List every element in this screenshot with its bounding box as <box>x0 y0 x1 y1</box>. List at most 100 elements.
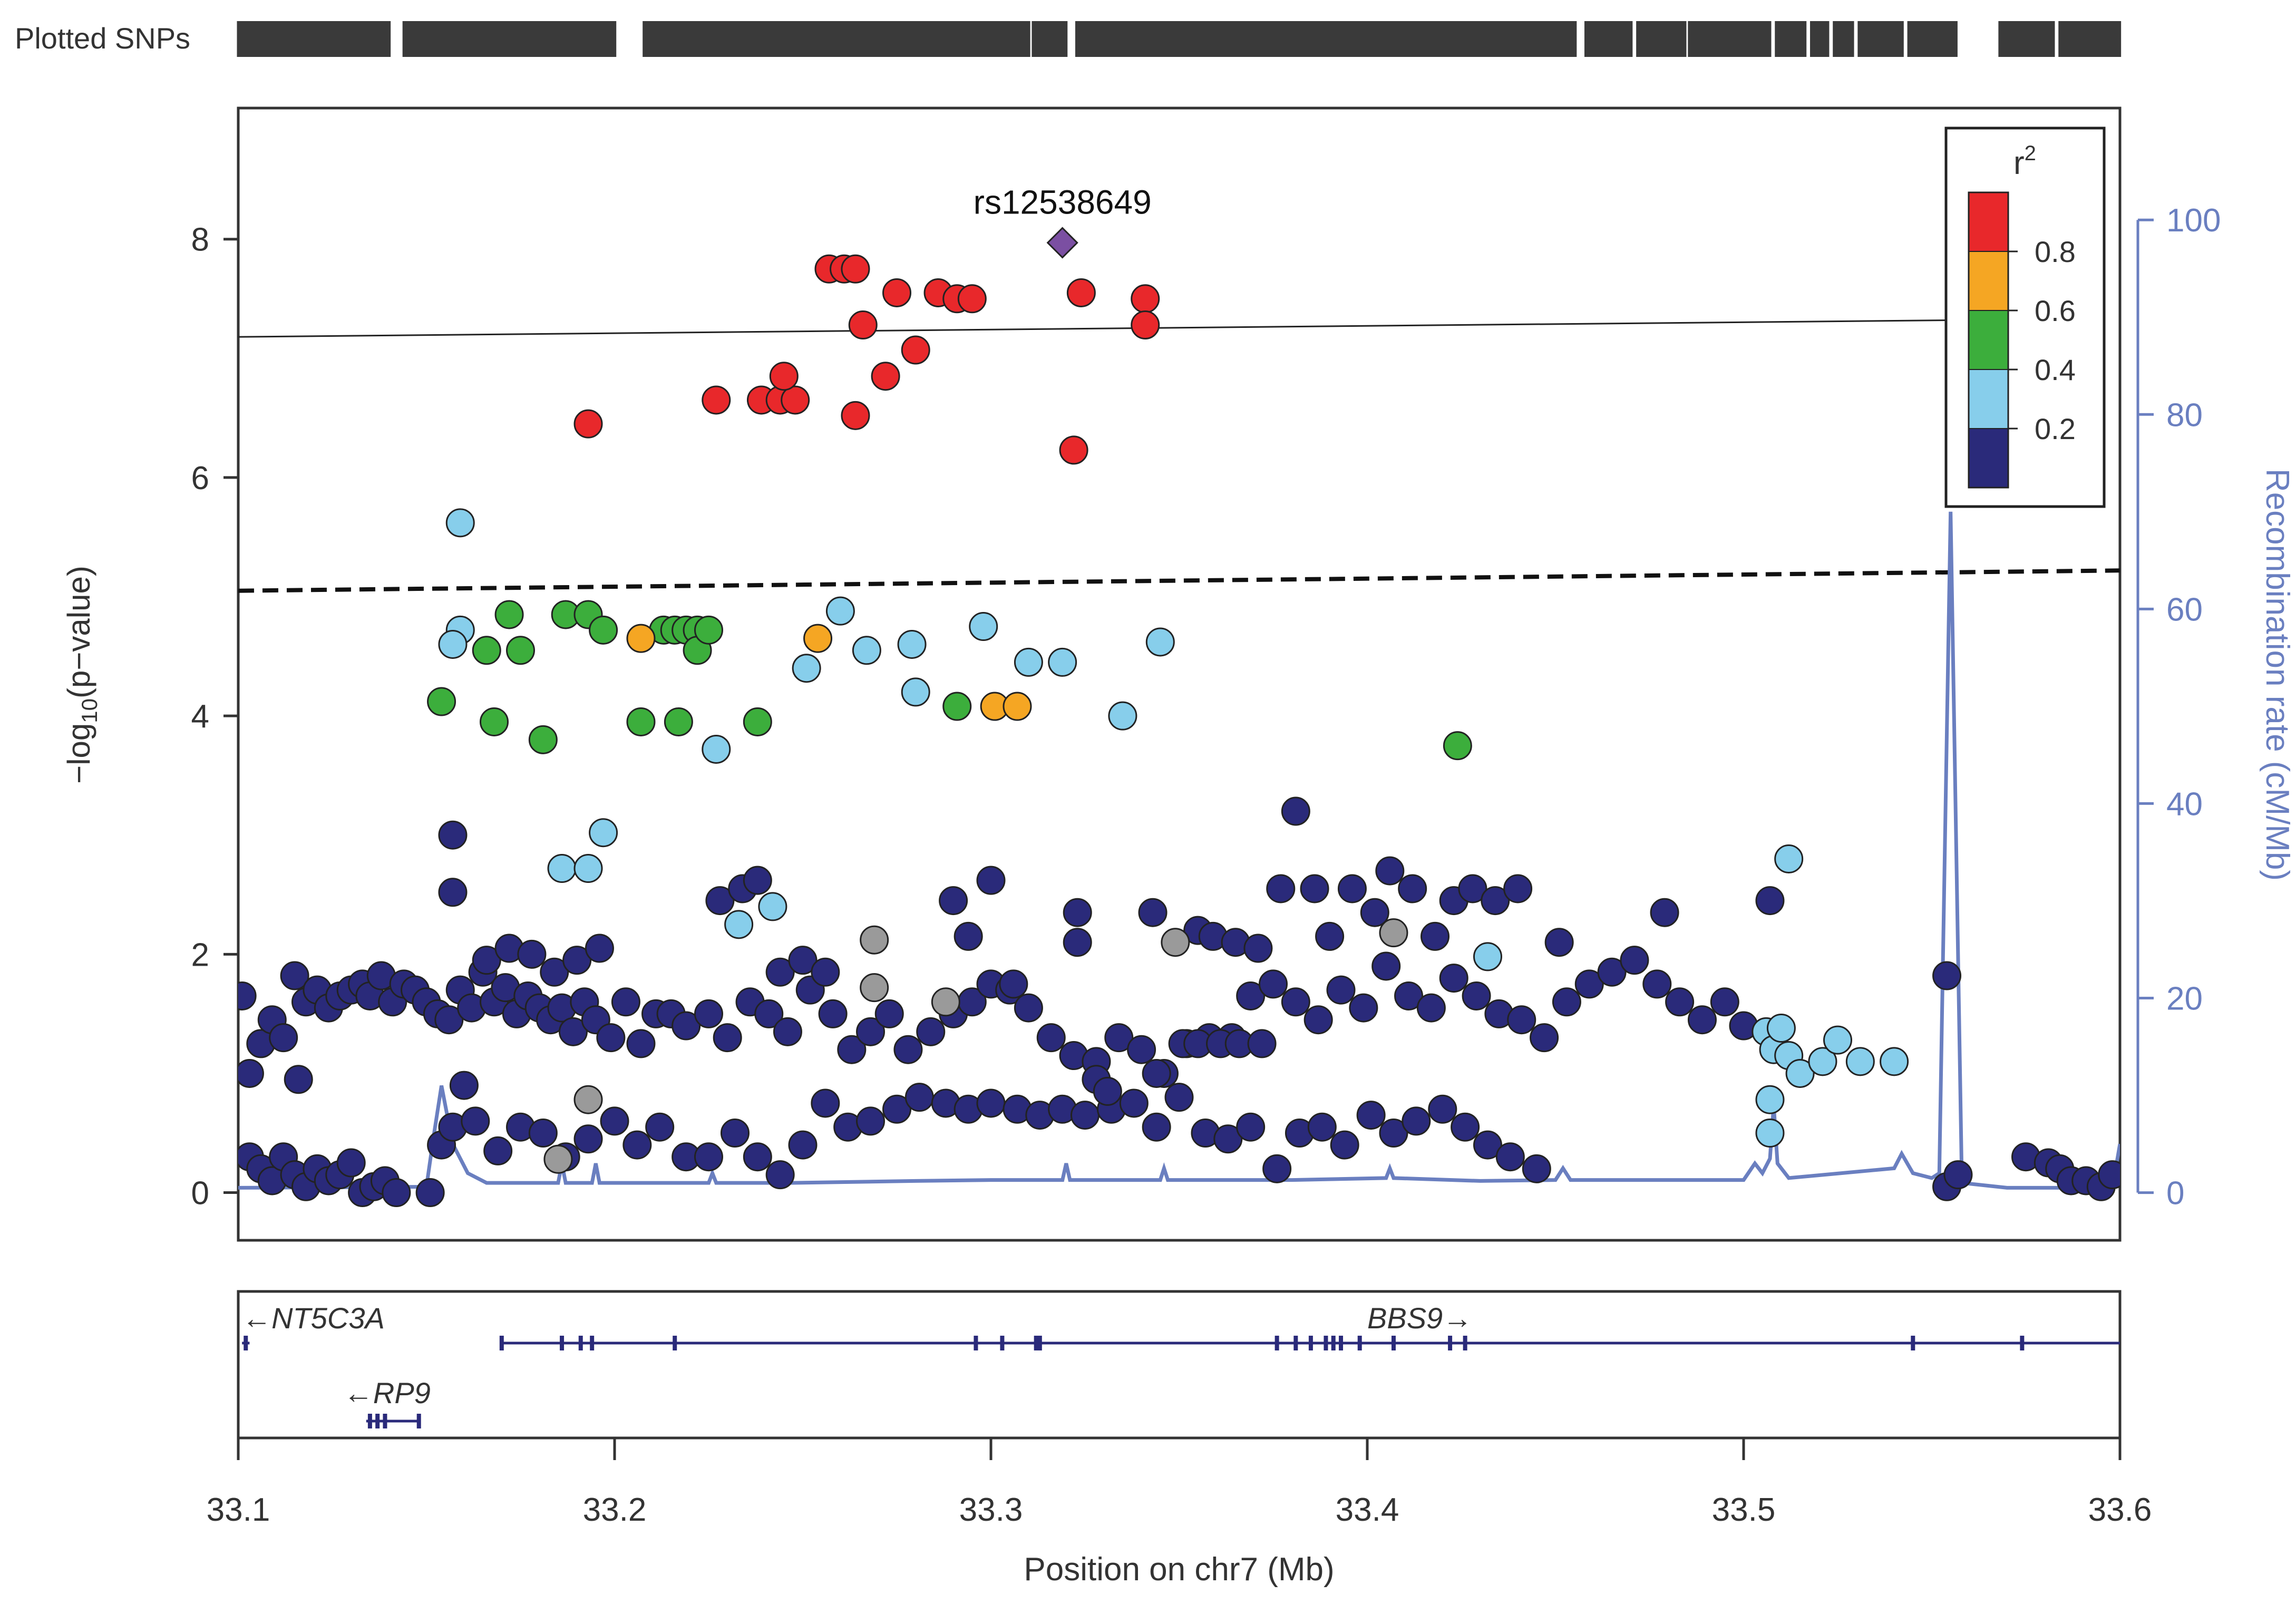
snp-point-navy <box>1247 1029 1277 1058</box>
x-tick-label: 33.2 <box>583 1492 647 1528</box>
snp-point-gray <box>931 987 960 1017</box>
snp-point-lightblue <box>702 734 731 764</box>
threshold-lines <box>238 319 2120 593</box>
gene-label-NT5C3A: ←NT5C3A <box>242 1301 385 1335</box>
gene-exon <box>383 1414 387 1428</box>
snp-point-navy <box>1243 934 1273 963</box>
snp-point-gray <box>1379 918 1408 948</box>
snp-point-navy <box>449 1071 479 1100</box>
snp-point-navy <box>1503 874 1533 903</box>
snp-point-navy <box>743 1142 772 1172</box>
snp-point-navy <box>1507 1005 1536 1035</box>
right-y-tick-label: 60 <box>2166 591 2203 628</box>
x-tick-label: 33.3 <box>959 1492 1023 1528</box>
gene-exon <box>367 1414 372 1428</box>
snp-point-navy <box>1574 969 1604 999</box>
gene-exon <box>1308 1336 1313 1350</box>
snp-point-green <box>626 707 656 736</box>
snp-point-navy <box>1138 898 1168 927</box>
snp-point-navy <box>461 1106 490 1136</box>
gene-name: RP9 <box>373 1376 431 1409</box>
snp-point-lightblue <box>792 654 821 683</box>
gene-exon <box>1331 1336 1336 1350</box>
snp-point-navy <box>1462 981 1491 1010</box>
snp-point-lightblue <box>852 636 881 665</box>
gene-name: BBS9 <box>1367 1301 1443 1335</box>
snp-point-navy <box>893 1035 923 1064</box>
snp-point-navy <box>976 1088 1006 1118</box>
snp-point-gray <box>860 925 889 955</box>
snp-point-lightblue <box>1774 844 1804 873</box>
gene-exon <box>1911 1336 1915 1350</box>
snp-point-navy <box>1421 921 1450 951</box>
legend-title-sup: 2 <box>2025 142 2036 165</box>
snp-point-lightblue <box>1880 1047 1909 1076</box>
snp-point-navy <box>585 934 614 963</box>
snp-point-red <box>781 385 810 415</box>
snp-point-navy <box>882 1094 911 1124</box>
snp-point-navy <box>1142 1058 1171 1088</box>
snp-point-navy <box>558 1017 588 1046</box>
snp-point-navy <box>1522 1154 1551 1183</box>
snp-point-navy <box>811 957 840 987</box>
left-y-tick-label: 6 <box>191 460 209 497</box>
gene-track: ←NT5C3A BBS9→←RP9 <box>242 1301 2120 1428</box>
snp-point-navy <box>645 1112 675 1142</box>
snp-point-navy <box>1360 898 1389 927</box>
gene-exon <box>1448 1336 1453 1350</box>
plotted-snps-track <box>237 21 2122 57</box>
snp-point-navy <box>856 1017 886 1046</box>
snp-point-navy <box>1326 975 1356 1005</box>
snp-point-navy <box>596 1023 626 1053</box>
snp-point-red <box>848 310 878 340</box>
snp-point-navy <box>1932 961 1962 990</box>
snp-point-navy <box>1597 957 1627 987</box>
gene-exon <box>1034 1336 1038 1350</box>
snp-point-navy <box>1071 1101 1100 1130</box>
snp-point-navy <box>528 1119 558 1148</box>
gene-exon <box>1000 1336 1005 1350</box>
legend-color-box <box>1968 310 2009 370</box>
snp-point-navy <box>672 1011 701 1041</box>
snp-point-lightblue <box>1108 701 1137 731</box>
snp-point-navy <box>2098 1160 2120 1190</box>
gene-exon <box>1293 1336 1298 1350</box>
snp-point-navy <box>1495 1142 1525 1172</box>
snp-point-lightblue <box>724 910 754 939</box>
snp-point-navy <box>1416 993 1446 1023</box>
right-y-tick-label: 100 <box>2166 202 2221 239</box>
snp-point-navy <box>1544 928 1574 957</box>
x-tick-label: 33.1 <box>207 1492 270 1528</box>
snp-point-lightblue <box>1473 942 1502 971</box>
snp-point-orange <box>803 624 833 653</box>
legend-color-box <box>1968 192 2009 252</box>
snp-point-navy <box>999 969 1028 999</box>
snp-point-navy <box>1402 1106 1431 1136</box>
snp-point-navy <box>438 878 468 907</box>
left-y-tick-label: 8 <box>191 222 209 258</box>
snp-point-lightblue <box>1823 1025 1852 1055</box>
legend-color-box <box>1968 251 2009 311</box>
snp-point-navy <box>1119 1088 1149 1118</box>
gene-exon <box>244 1336 248 1350</box>
snp-point-green <box>743 707 772 736</box>
snp-point-navy <box>1063 928 1092 957</box>
genome-wide-threshold-line <box>238 319 1951 338</box>
snp-point-navy <box>1303 1005 1333 1035</box>
snp-point-navy <box>954 921 983 951</box>
snp-point-navy <box>472 946 501 975</box>
plotted-snps-label: Plotted SNPs <box>15 22 190 55</box>
gene-exon <box>1037 1336 1042 1350</box>
snp-point-navy <box>1300 874 1329 903</box>
legend-label: 0.8 <box>2035 235 2076 268</box>
gene-name: NT5C3A <box>271 1301 385 1335</box>
snp-point-red <box>1131 310 1160 340</box>
gene-label-BBS9: BBS9→ <box>1367 1301 1472 1335</box>
snp-point-navy <box>626 1029 656 1058</box>
legend-title: r2 <box>2013 142 2036 181</box>
snp-point-navy <box>540 957 569 987</box>
snp-point-red <box>871 362 900 391</box>
snp-point-lightblue <box>1145 627 1175 657</box>
lead-snp-marker <box>1046 227 1078 259</box>
